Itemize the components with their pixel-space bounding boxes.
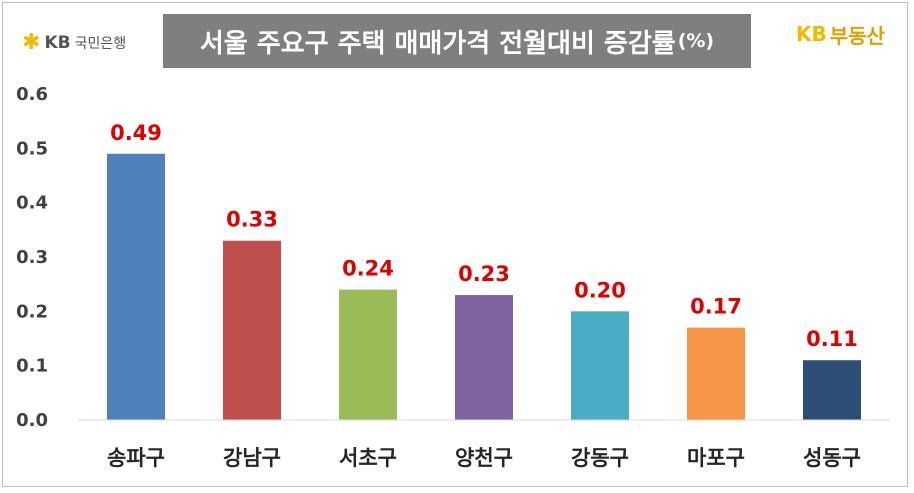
- x-category-label: 마포구: [687, 446, 745, 470]
- bar-1: [107, 153, 165, 420]
- bar-4: [455, 295, 513, 420]
- x-category-label: 송파구: [107, 446, 165, 470]
- data-label: 0.33: [226, 208, 278, 232]
- x-category-label: 양천구: [455, 446, 513, 470]
- bar-5: [571, 311, 629, 420]
- data-label: 0.17: [690, 295, 742, 319]
- kb-real-estate-brand: KB: [796, 22, 827, 46]
- data-label: 0.24: [342, 257, 394, 281]
- data-label: 0.20: [574, 278, 626, 302]
- data-label: 0.49: [110, 121, 162, 145]
- bars-group: [107, 153, 861, 420]
- bar-3: [339, 289, 397, 420]
- bar-7: [803, 360, 861, 420]
- y-tick-label: 0.0: [16, 410, 48, 431]
- y-tick-label: 0.4: [16, 193, 48, 214]
- y-axis: 0.0 0.1 0.2 0.3 0.4 0.5 0.6: [16, 84, 48, 431]
- bank-name-text: 국민은행: [74, 36, 127, 52]
- data-label: 0.11: [806, 327, 858, 351]
- x-category-label: 강남구: [223, 446, 281, 470]
- y-tick-label: 0.2: [16, 301, 48, 322]
- data-labels-group: 0.49 0.33 0.24 0.23 0.20 0.17 0.11: [110, 121, 858, 351]
- chart-title-text: 서울 주요구 주택 매매가격 전월대비 증감률: [199, 28, 676, 59]
- x-category-label: 서초구: [339, 446, 397, 470]
- chart-title: 서울 주요구 주택 매매가격 전월대비 증감률 (%): [163, 14, 751, 68]
- kb-star-icon: ✱: [22, 30, 41, 55]
- kb-brand-text: KB: [44, 33, 71, 53]
- y-tick-label: 0.1: [16, 356, 48, 377]
- y-tick-label: 0.6: [16, 84, 48, 105]
- bar-2: [223, 240, 281, 420]
- data-label: 0.23: [458, 262, 510, 286]
- x-category-label: 성동구: [803, 446, 861, 470]
- kb-kookmin-bank-logo: ✱ KB 국민은행: [22, 30, 126, 56]
- x-axis: 송파구 강남구 서초구 양천구 강동구 마포구 성동구: [78, 419, 890, 470]
- kb-real-estate-logo: KB 부동산: [796, 20, 885, 48]
- bar-6: [687, 327, 745, 420]
- y-tick-label: 0.3: [16, 247, 48, 268]
- kb-real-estate-name: 부동산: [829, 23, 885, 48]
- chart-title-unit: (%): [677, 30, 715, 52]
- x-category-label: 강동구: [571, 446, 629, 470]
- y-tick-label: 0.5: [16, 138, 48, 159]
